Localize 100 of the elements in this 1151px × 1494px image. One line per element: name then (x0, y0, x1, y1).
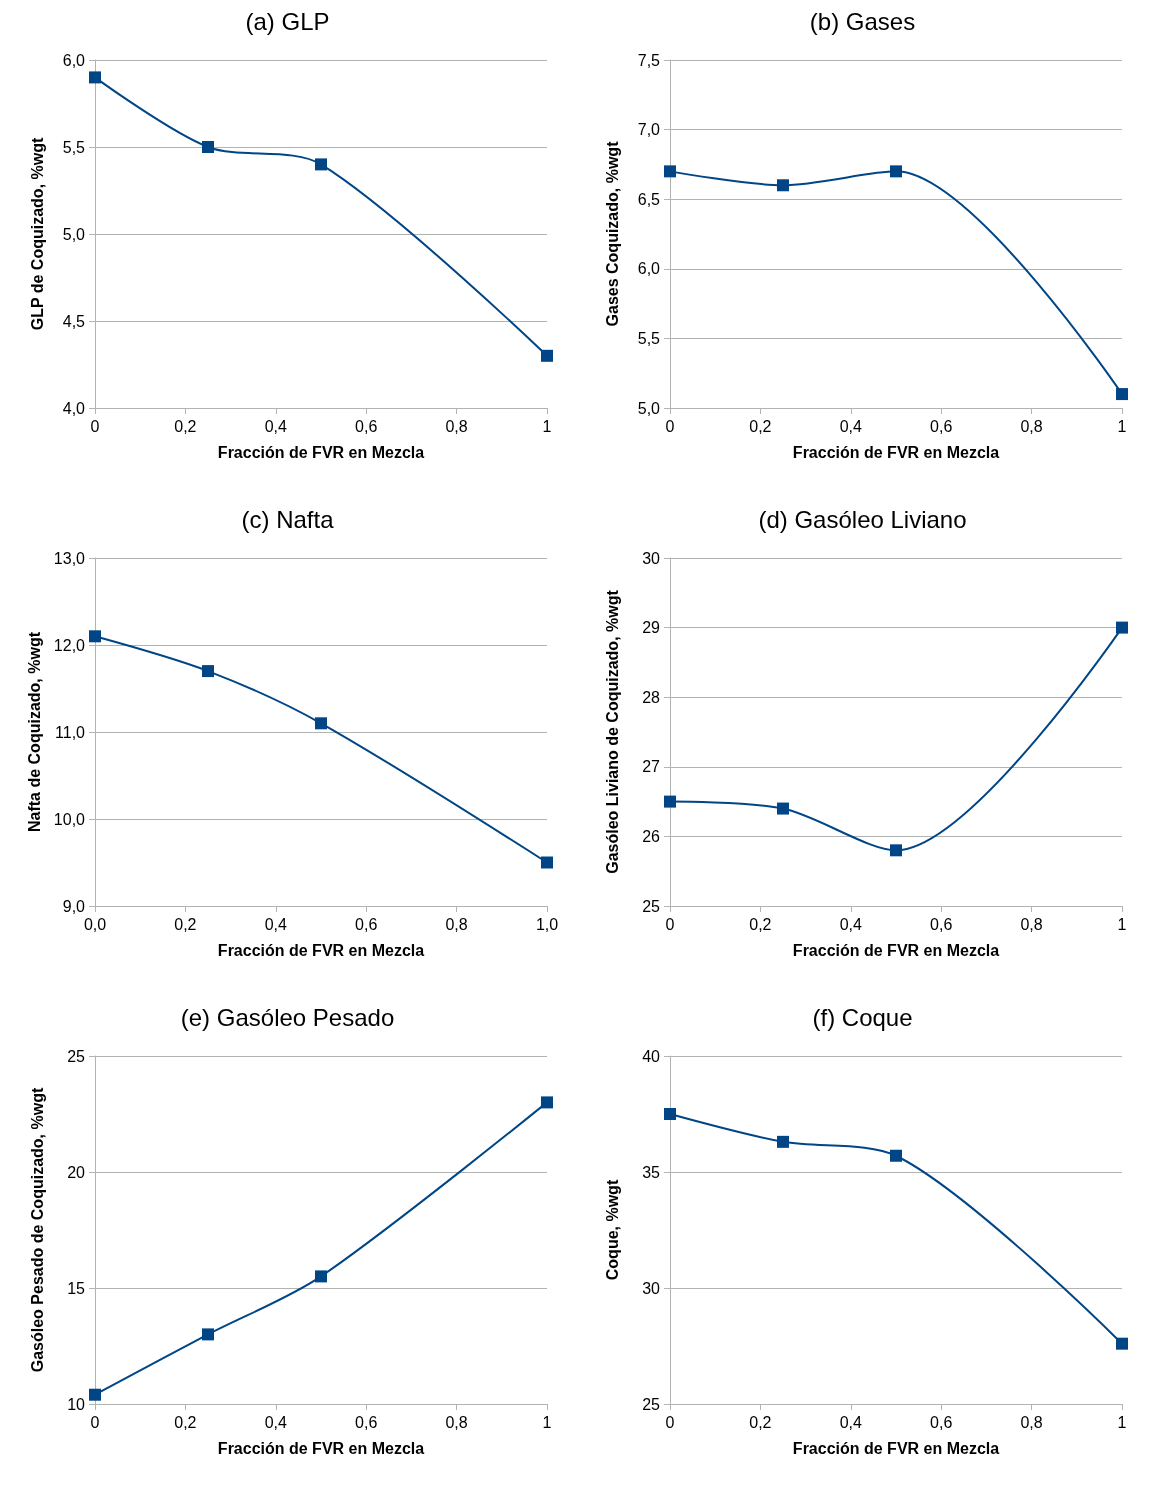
x-tick-label: 0,6 (355, 915, 378, 933)
y-tick-label: 12,0 (53, 636, 86, 654)
chart-title: (a) GLP (245, 7, 330, 35)
x-axis-title: Fracción de FVR en Mezcla (217, 941, 425, 959)
chart-title: (b) Gases (809, 7, 916, 35)
point (664, 795, 676, 808)
y-tick-label: 6,0 (637, 260, 661, 278)
point (89, 71, 101, 84)
y-tick-label: 10,0 (53, 810, 86, 828)
y-tick-label: 10 (67, 1395, 86, 1413)
x-tick-label: 1 (542, 1413, 552, 1431)
point (89, 630, 101, 643)
x-tick-label: 0,8 (1020, 417, 1043, 435)
y-tick-label: 40 (642, 1047, 661, 1065)
x-axis-title: Fracción de FVR en Mezcla (792, 1439, 1000, 1457)
x-tick-label: 0,6 (930, 1413, 953, 1431)
x-tick-label: 1,0 (535, 915, 559, 933)
x-tick-label: 0 (90, 1413, 100, 1431)
y-tick-label: 20 (67, 1163, 86, 1181)
x-axis-title: Fracción de FVR en Mezcla (217, 443, 425, 461)
point (777, 1135, 789, 1148)
y-tick-label: 11,0 (55, 723, 86, 741)
y-tick-label: 5,0 (637, 399, 661, 417)
y-tick-label: 4,0 (62, 399, 86, 417)
x-tick-label: 0,2 (749, 417, 772, 435)
point (890, 165, 902, 178)
y-tick-label: 4,5 (62, 312, 86, 330)
point (777, 802, 789, 815)
x-tick-label: 0,2 (174, 915, 197, 933)
x-tick-label: 0,2 (749, 915, 772, 933)
x-tick-label: 1 (1117, 417, 1127, 435)
y-axis-title: GLP de Coquizado, %wgt (28, 137, 46, 331)
y-tick-label: 15 (67, 1279, 86, 1297)
point (541, 349, 553, 362)
y-tick-label: 6,5 (637, 190, 661, 208)
y-tick-label: 7,0 (637, 121, 661, 139)
x-tick-label: 0 (665, 1413, 675, 1431)
point (664, 165, 676, 178)
x-tick-label: 0,6 (355, 1413, 378, 1431)
y-tick-label: 28 (642, 688, 661, 706)
y-tick-label: 27 (642, 758, 661, 776)
x-tick-label: 0,4 (839, 1413, 863, 1431)
point (202, 141, 214, 153)
x-axis-title: Fracción de FVR en Mezcla (217, 1439, 425, 1457)
point (541, 856, 553, 869)
point (890, 844, 902, 857)
point (541, 1096, 553, 1109)
y-axis-title: Nafta de Coquizado, %wgt (26, 631, 44, 832)
y-tick-label: 29 (642, 619, 661, 637)
point (1116, 1337, 1128, 1350)
y-tick-label: 5,5 (62, 138, 86, 156)
point (202, 665, 214, 678)
chart-title: (e) Gasóleo Pesado (180, 1003, 395, 1031)
x-tick-label: 0,6 (930, 915, 953, 933)
x-tick-label: 0,8 (1020, 915, 1043, 933)
y-tick-label: 13,0 (53, 549, 86, 567)
y-tick-label: 7,5 (637, 51, 661, 69)
y-tick-label: 35 (642, 1163, 661, 1181)
point (664, 1108, 676, 1120)
x-tick-label: 0,8 (445, 915, 468, 933)
y-tick-label: 25 (642, 897, 661, 915)
y-tick-label: 9,0 (62, 897, 86, 915)
x-tick-label: 1 (1117, 915, 1127, 933)
x-tick-label: 1 (1117, 1413, 1127, 1431)
point (777, 179, 789, 192)
x-tick-label: 0,2 (174, 1413, 197, 1431)
y-tick-label: 5,5 (637, 329, 661, 347)
y-tick-label: 25 (642, 1395, 661, 1413)
x-tick-label: 0,2 (749, 1413, 772, 1431)
chart-title: (f) Coque (812, 1003, 913, 1031)
point (315, 1270, 327, 1283)
point (1116, 388, 1128, 401)
x-axis-title: Fracción de FVR en Mezcla (792, 443, 1000, 461)
x-tick-label: 0,6 (355, 417, 378, 435)
chart-title: (c) Nafta (241, 505, 335, 533)
x-tick-label: 0 (665, 915, 675, 933)
x-tick-label: 0 (90, 417, 100, 435)
y-tick-label: 26 (642, 827, 661, 845)
point (890, 1149, 902, 1162)
y-tick-label: 30 (642, 1279, 661, 1297)
y-tick-label: 25 (67, 1047, 86, 1065)
x-axis-title: Fracción de FVR en Mezcla (792, 941, 1000, 959)
point (89, 1388, 101, 1401)
x-tick-label: 0,4 (264, 1413, 288, 1431)
point (202, 1328, 214, 1341)
y-tick-label: 30 (642, 549, 661, 567)
x-tick-label: 0,4 (264, 417, 288, 435)
point (1116, 621, 1128, 634)
x-tick-label: 0,4 (264, 915, 288, 933)
x-tick-label: 1 (542, 417, 552, 435)
x-tick-label: 0,4 (839, 417, 863, 435)
x-tick-label: 0,2 (174, 417, 197, 435)
x-tick-label: 0,8 (1020, 1413, 1043, 1431)
y-axis-title: Gases Coquizado, %wgt (603, 140, 621, 327)
x-tick-label: 0,8 (445, 1413, 468, 1431)
x-tick-label: 0,0 (83, 915, 107, 933)
x-tick-label: 0,4 (839, 915, 863, 933)
point (315, 717, 327, 730)
y-axis-title: Coque, %wgt (603, 1179, 621, 1281)
x-tick-label: 0 (665, 417, 675, 435)
